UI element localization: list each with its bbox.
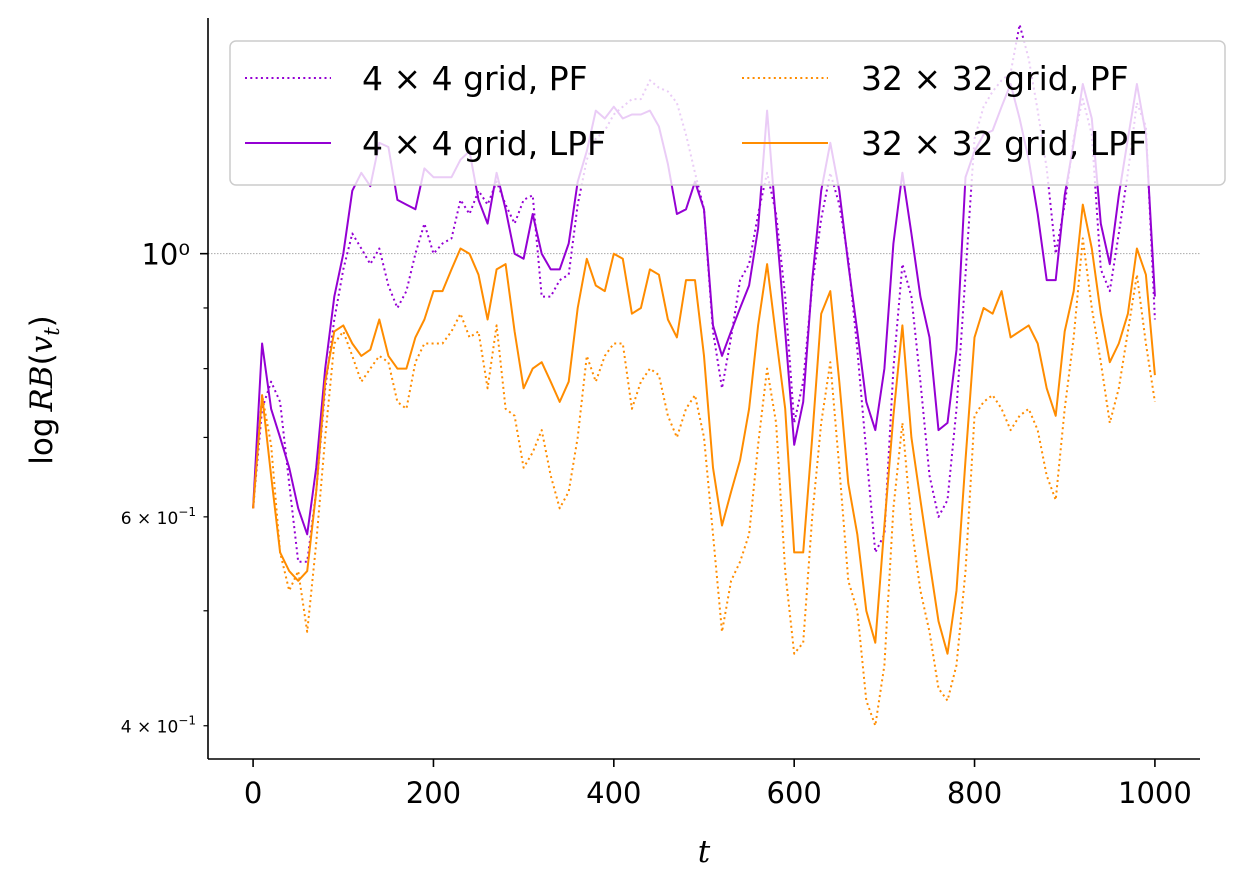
legend-label-1: 4 × 4 grid, PF (362, 59, 588, 98)
series-line-4 (252, 203, 1156, 655)
x-tick-label: 600 (767, 776, 822, 810)
legend-box (229, 40, 1226, 186)
y-tick-label: 10⁰ (141, 238, 190, 272)
y-minor-tick-label: 6 × 10−1 (121, 505, 196, 529)
legend-label-2: 4 × 4 grid, LPF (362, 124, 606, 163)
legend-label-3: 32 × 32 grid, PF (861, 59, 1129, 98)
x-ticks: 0 200 400 600 800 1000 (244, 759, 1192, 810)
legend: 4 × 4 grid, PF 4 × 4 grid, LPF 32 × 32 gri… (229, 40, 1226, 186)
x-tick-label: 200 (406, 776, 461, 810)
y-ticks: 10⁰ 6 × 10−1 4 × 10−1 (121, 238, 208, 738)
series-line-3 (252, 237, 1156, 727)
x-tick-label: 0 (244, 776, 262, 810)
x-tick-label: 800 (947, 776, 1002, 810)
y-minor-tick-label: 4 × 10−1 (121, 714, 196, 738)
y-axis-label: logRB(vt) (24, 315, 64, 465)
axes (207, 18, 1200, 760)
x-tick-label: 400 (586, 776, 641, 810)
x-axis-label: t (698, 834, 711, 870)
legend-label-4: 32 × 32 grid, LPF (861, 124, 1147, 163)
x-tick-label: 1000 (1118, 776, 1192, 810)
